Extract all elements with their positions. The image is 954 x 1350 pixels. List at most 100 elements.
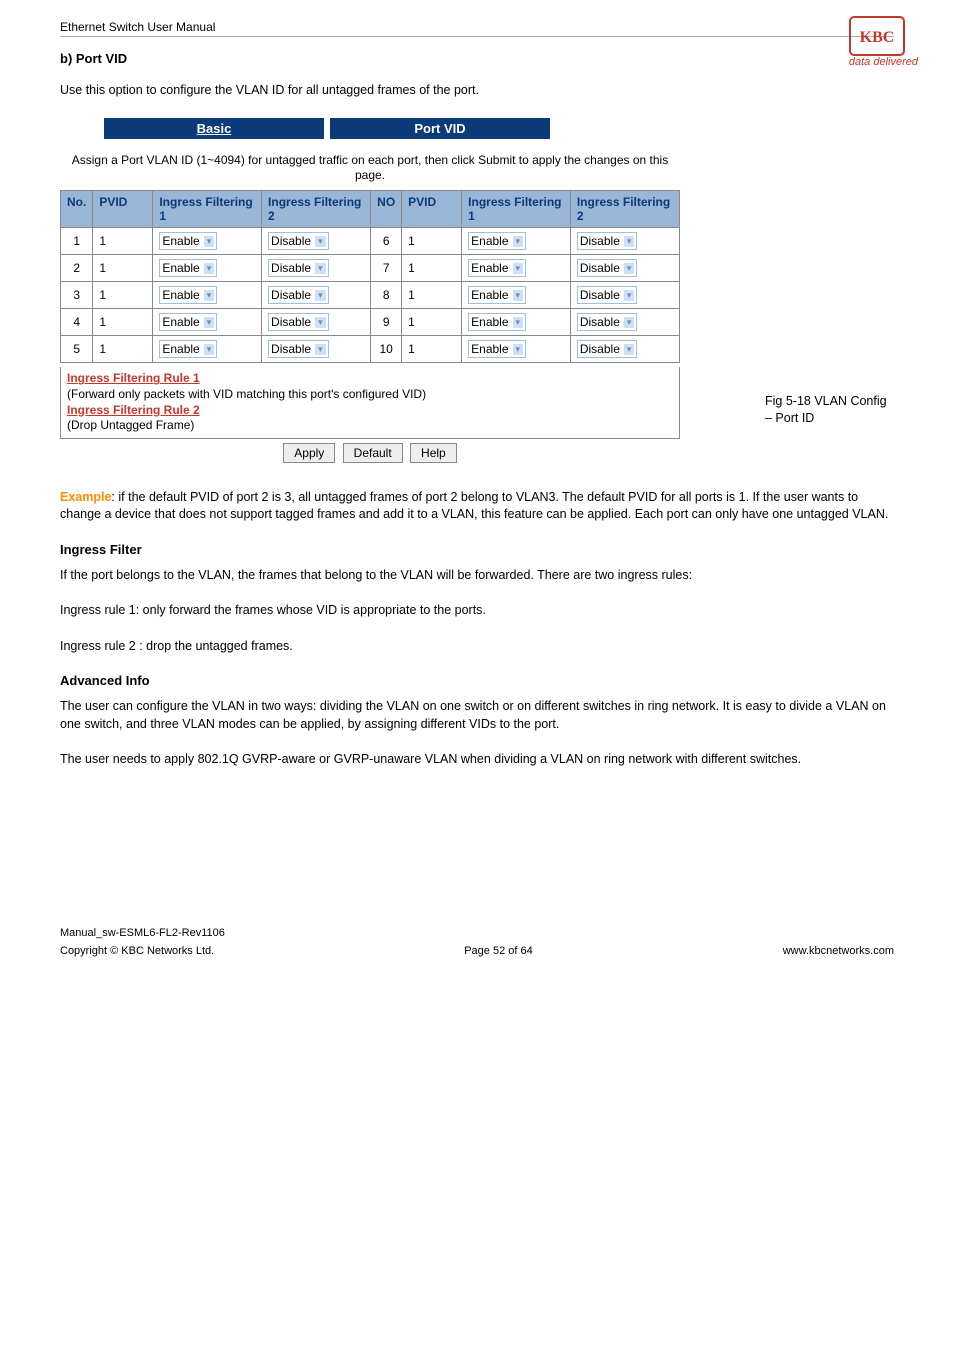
cell-no2: 6 xyxy=(371,228,402,255)
help-button[interactable]: Help xyxy=(410,443,457,463)
rule2-title: Ingress Filtering Rule 2 xyxy=(67,403,200,417)
select-dropdown[interactable]: Enable▾ xyxy=(159,340,217,358)
rule2-desc: (Drop Untagged Frame) xyxy=(67,418,194,432)
col-no2: NO xyxy=(371,190,402,228)
select-dropdown[interactable]: Disable▾ xyxy=(577,232,638,250)
table-row: 31Enable▾Disable▾81Enable▾Disable▾ xyxy=(61,282,680,309)
ingress-p3: Ingress rule 2 : drop the untagged frame… xyxy=(60,638,894,656)
cell-no2: 9 xyxy=(371,309,402,336)
select-dropdown[interactable]: Disable▾ xyxy=(268,259,329,277)
select-dropdown[interactable]: Enable▾ xyxy=(468,286,526,304)
cell-pvid2[interactable]: 1 xyxy=(402,228,462,255)
chevron-down-icon: ▾ xyxy=(624,344,635,355)
cell-f2: Disable▾ xyxy=(262,228,371,255)
cell-no: 2 xyxy=(61,255,93,282)
select-dropdown[interactable]: Disable▾ xyxy=(268,286,329,304)
select-dropdown[interactable]: Enable▾ xyxy=(468,313,526,331)
select-dropdown[interactable]: Disable▾ xyxy=(577,286,638,304)
figure-caption: Fig 5-18 VLAN Config – Port ID xyxy=(765,393,894,428)
cell-f2: Disable▾ xyxy=(262,255,371,282)
select-dropdown[interactable]: Enable▾ xyxy=(468,259,526,277)
chevron-down-icon: ▾ xyxy=(315,317,326,328)
chevron-down-icon: ▾ xyxy=(624,236,635,247)
chevron-down-icon: ▾ xyxy=(315,236,326,247)
chevron-down-icon: ▾ xyxy=(624,290,635,301)
cell-no: 1 xyxy=(61,228,93,255)
chevron-down-icon: ▾ xyxy=(513,263,524,274)
col-pvid: PVID xyxy=(93,190,153,228)
chevron-down-icon: ▾ xyxy=(624,317,635,328)
cell-pvid[interactable]: 1 xyxy=(93,228,153,255)
section-heading-b: b) Port VID xyxy=(60,51,894,66)
select-dropdown[interactable]: Disable▾ xyxy=(268,232,329,250)
cell-f2: Disable▾ xyxy=(262,309,371,336)
select-dropdown[interactable]: Enable▾ xyxy=(159,259,217,277)
chevron-down-icon: ▾ xyxy=(624,263,635,274)
page-header: Ethernet Switch User Manual xyxy=(60,20,894,37)
footer-url: www.kbcnetworks.com xyxy=(783,945,894,957)
table-row: 41Enable▾Disable▾91Enable▾Disable▾ xyxy=(61,309,680,336)
select-dropdown[interactable]: Disable▾ xyxy=(577,313,638,331)
chevron-down-icon: ▾ xyxy=(204,290,215,301)
col-f1b: Ingress Filtering 1 xyxy=(462,190,571,228)
select-dropdown[interactable]: Enable▾ xyxy=(468,232,526,250)
example-text: : if the default PVID of port 2 is 3, al… xyxy=(60,490,888,522)
tab-port-vid[interactable]: Port VID xyxy=(330,118,550,139)
col-pvid2: PVID xyxy=(402,190,462,228)
chevron-down-icon: ▾ xyxy=(513,344,524,355)
col-f1: Ingress Filtering 1 xyxy=(153,190,262,228)
cell-pvid2[interactable]: 1 xyxy=(402,309,462,336)
cell-f1: Enable▾ xyxy=(153,336,262,363)
vlan-config-panel: Basic Port VID Assign a Port VLAN ID (1~… xyxy=(60,118,894,463)
advanced-p2: The user needs to apply 802.1Q GVRP-awar… xyxy=(60,751,894,769)
tab-basic[interactable]: Basic xyxy=(104,118,324,139)
col-f2b: Ingress Filtering 2 xyxy=(570,190,679,228)
select-dropdown[interactable]: Enable▾ xyxy=(159,232,217,250)
chevron-down-icon: ▾ xyxy=(315,344,326,355)
select-dropdown[interactable]: Enable▾ xyxy=(159,313,217,331)
rule1-title: Ingress Filtering Rule 1 xyxy=(67,371,200,385)
cell-f2b: Disable▾ xyxy=(570,282,679,309)
cell-pvid2[interactable]: 1 xyxy=(402,282,462,309)
chevron-down-icon: ▾ xyxy=(204,263,215,274)
footer-manual: Manual_sw-ESML6-FL2-Rev1106 xyxy=(60,927,894,939)
brand-logo: KBC data delivered xyxy=(849,16,918,68)
cell-pvid[interactable]: 1 xyxy=(93,282,153,309)
footer-page: Page 52 of 64 xyxy=(464,945,533,957)
apply-button[interactable]: Apply xyxy=(283,443,335,463)
select-dropdown[interactable]: Enable▾ xyxy=(468,340,526,358)
cell-f1: Enable▾ xyxy=(153,228,262,255)
cell-pvid2[interactable]: 1 xyxy=(402,336,462,363)
cell-f1b: Enable▾ xyxy=(462,228,571,255)
cell-f1: Enable▾ xyxy=(153,309,262,336)
cell-f1b: Enable▾ xyxy=(462,255,571,282)
table-row: 51Enable▾Disable▾101Enable▾Disable▾ xyxy=(61,336,680,363)
chevron-down-icon: ▾ xyxy=(315,263,326,274)
cell-f1b: Enable▾ xyxy=(462,309,571,336)
cell-f2b: Disable▾ xyxy=(570,336,679,363)
chevron-down-icon: ▾ xyxy=(204,317,215,328)
cell-f1: Enable▾ xyxy=(153,282,262,309)
chevron-down-icon: ▾ xyxy=(315,290,326,301)
ingress-filter-heading: Ingress Filter xyxy=(60,542,894,557)
select-dropdown[interactable]: Disable▾ xyxy=(268,340,329,358)
cell-pvid2[interactable]: 1 xyxy=(402,255,462,282)
cell-f2b: Disable▾ xyxy=(570,309,679,336)
cell-pvid[interactable]: 1 xyxy=(93,255,153,282)
advanced-heading: Advanced Info xyxy=(60,673,894,688)
cell-no2: 8 xyxy=(371,282,402,309)
advanced-p1: The user can configure the VLAN in two w… xyxy=(60,698,894,733)
select-dropdown[interactable]: Disable▾ xyxy=(577,340,638,358)
cell-pvid[interactable]: 1 xyxy=(93,336,153,363)
chevron-down-icon: ▾ xyxy=(204,236,215,247)
cell-no: 3 xyxy=(61,282,93,309)
select-dropdown[interactable]: Disable▾ xyxy=(268,313,329,331)
cell-f1b: Enable▾ xyxy=(462,282,571,309)
example-label: Example xyxy=(60,490,111,504)
select-dropdown[interactable]: Disable▾ xyxy=(577,259,638,277)
select-dropdown[interactable]: Enable▾ xyxy=(159,286,217,304)
col-f2: Ingress Filtering 2 xyxy=(262,190,371,228)
default-button[interactable]: Default xyxy=(343,443,403,463)
cell-pvid[interactable]: 1 xyxy=(93,309,153,336)
cell-f2: Disable▾ xyxy=(262,336,371,363)
